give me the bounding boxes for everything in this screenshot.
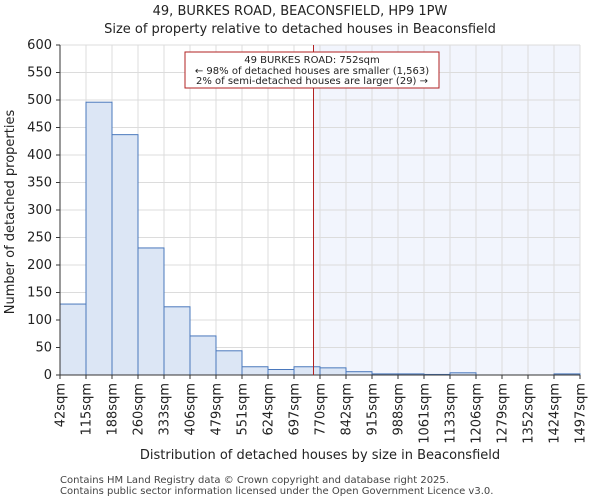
y-tick-label: 450: [27, 121, 52, 136]
annotation-line-1: ← 98% of detached houses are smaller (1,…: [195, 66, 429, 77]
chart-title: 49, BURKES ROAD, BEACONSFIELD, HP9 1PW: [153, 4, 448, 19]
x-tick-label: 188sqm: [106, 383, 121, 436]
x-tick-label: 1352sqm: [522, 383, 537, 444]
x-tick-label: 770sqm: [314, 383, 329, 436]
footer-line-1: Contains HM Land Registry data © Crown c…: [60, 475, 449, 486]
bar: [319, 367, 347, 376]
x-tick-label: 1279sqm: [496, 383, 511, 444]
x-tick-label: 42sqm: [54, 383, 69, 427]
x-tick-label: 115sqm: [80, 383, 95, 436]
bar: [293, 366, 321, 376]
x-tick-label: 551sqm: [236, 383, 251, 436]
x-tick-label: 624sqm: [262, 383, 277, 436]
y-tick-label: 200: [27, 258, 52, 273]
x-tick-label: 260sqm: [132, 383, 147, 436]
bar: [163, 306, 191, 376]
x-tick-label: 1497sqm: [574, 383, 589, 444]
y-tick-label: 50: [35, 341, 52, 356]
y-tick-label: 350: [27, 176, 52, 191]
y-tick-label: 400: [27, 148, 52, 163]
x-tick-label: 1133sqm: [444, 383, 459, 444]
x-tick-label: 915sqm: [366, 383, 381, 436]
bar: [111, 134, 139, 376]
x-tick-label: 333sqm: [158, 383, 173, 436]
bar: [59, 303, 87, 376]
x-tick-label: 842sqm: [340, 383, 355, 436]
x-tick-label: 697sqm: [288, 383, 303, 436]
plot-area: 0 50 100 150 200 250 300 350 400 450 500 550 600 42sq…: [27, 38, 588, 444]
y-tick-label: 600: [27, 38, 52, 53]
annotation-line-2: 2% of semi-detached houses are larger (2…: [196, 76, 428, 87]
y-tick-label: 250: [27, 231, 52, 246]
y-tick-label: 300: [27, 203, 52, 218]
bar: [189, 335, 217, 376]
chart-subtitle: Size of property relative to detached ho…: [104, 22, 496, 37]
bar: [85, 101, 113, 376]
x-tick-label: 988sqm: [392, 383, 407, 436]
annotation-box: [184, 51, 440, 89]
footer-line-2: Contains public sector information licen…: [60, 486, 493, 497]
x-tick-label: 1061sqm: [418, 383, 433, 444]
x-tick-label: 479sqm: [210, 383, 225, 436]
x-axis-label: Distribution of detached houses by size …: [140, 448, 500, 463]
x-tick-label: 406sqm: [184, 383, 199, 436]
bar: [137, 247, 165, 376]
bar: [215, 350, 243, 376]
y-tick-label: 500: [27, 93, 52, 108]
annotation-title: 49 BURKES ROAD: 752sqm: [244, 55, 380, 66]
bar: [241, 366, 269, 376]
x-tick-label: 1424sqm: [548, 383, 563, 444]
y-tick-label: 0: [44, 368, 52, 383]
y-tick-label: 150: [27, 286, 52, 301]
bar: [267, 369, 295, 376]
y-axis-label: Number of detached properties: [3, 110, 18, 315]
y-tick-label: 550: [27, 66, 52, 81]
x-tick-label: 1206sqm: [470, 383, 485, 444]
y-tick-label: 100: [27, 313, 52, 328]
